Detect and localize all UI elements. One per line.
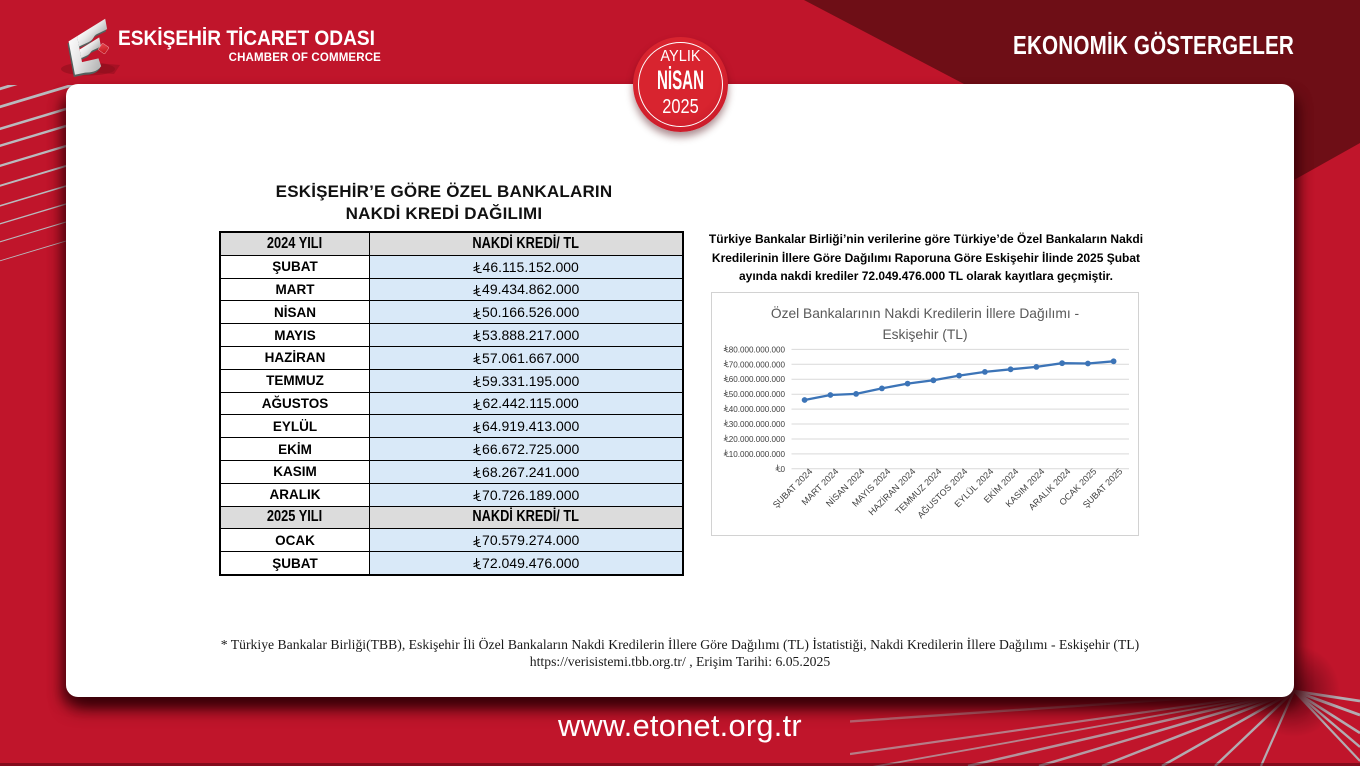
- svg-text:Eskişehir (TL): Eskişehir (TL): [882, 327, 967, 342]
- svg-text:40.000.000.000: 40.000.000.000: [729, 405, 786, 414]
- svg-text:50.000.000.000: 50.000.000.000: [729, 390, 786, 399]
- svg-text:80.000.000.000: 80.000.000.000: [729, 345, 786, 354]
- svg-text:30.000.000.000: 30.000.000.000: [729, 420, 786, 429]
- svg-text:70.000.000.000: 70.000.000.000: [729, 360, 786, 369]
- svg-text:Özel Bankalarının Nakdi Kredil: Özel Bankalarının Nakdi Kredilerin İller…: [771, 304, 1079, 321]
- svg-text:20.000.000.000: 20.000.000.000: [729, 435, 786, 444]
- svg-text:10.000.000.000: 10.000.000.000: [729, 450, 786, 459]
- svg-text:60.000.000.000: 60.000.000.000: [729, 375, 786, 384]
- svg-text:0: 0: [780, 465, 785, 474]
